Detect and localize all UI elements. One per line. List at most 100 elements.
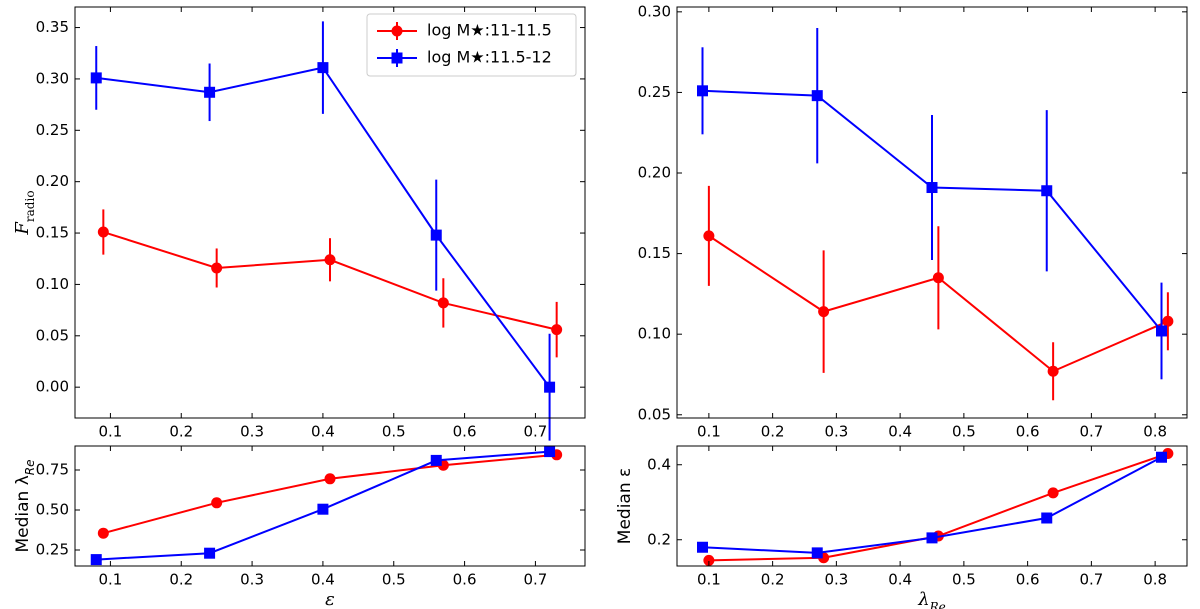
marker-square-4 (544, 446, 556, 458)
marker-circle-0 (703, 554, 715, 566)
x-tick-label: 0.1 (98, 571, 122, 589)
panel-top-left: 0.1 0.2 0.3 0.4 0.5 0.6 0.7 0.00 0.05 0.10 0.15 0.2… (12, 6, 586, 441)
marker-square-0 (697, 85, 708, 97)
axes-frame (74, 445, 586, 567)
x-tick-label: 0.4 (888, 423, 912, 441)
x-axis-label-subscript: Re (929, 600, 946, 609)
series-1 (697, 27, 1167, 380)
y-tick-label: 0.05 (638, 405, 671, 423)
x-tick-label: 0.2 (169, 571, 193, 589)
marker-circle-2 (324, 254, 336, 266)
y-tick-label: 0.25 (36, 541, 69, 559)
marker-circle-3 (437, 297, 449, 309)
x-axis-label: ε (325, 589, 335, 609)
y-tick-label: 0.05 (36, 326, 69, 344)
legend-frame (366, 13, 577, 77)
axes-frame (676, 445, 1188, 567)
series-1 (697, 451, 1167, 559)
marker-square-3 (430, 229, 442, 241)
marker-circle-1 (818, 306, 830, 318)
marker-square-2 (926, 532, 938, 544)
x-tick-label: 0.4 (311, 571, 335, 589)
marker-circle-4 (551, 324, 563, 336)
marker-square-2 (317, 62, 329, 74)
x-tick-label: 0.6 (453, 423, 477, 441)
series-line (708, 452, 1169, 562)
y-axis-label-subscript: radio (23, 190, 37, 222)
x-tick-label: 0.1 (697, 423, 721, 441)
y-tick-label: 0.35 (36, 18, 69, 36)
y-tick-label: 0.20 (36, 172, 69, 190)
legend-label: log M★:11-11.5 (427, 21, 552, 40)
marker-square-1 (811, 547, 823, 559)
marker-square-3 (1041, 185, 1053, 197)
x-tick-label: 0.8 (1143, 423, 1167, 441)
x-tick-label: 0.8 (1143, 571, 1167, 589)
legend-label: log M★:11.5-12 (427, 48, 552, 67)
series-0 (703, 185, 1174, 401)
axes-frame (676, 6, 1188, 419)
x-tick-label: 0.1 (697, 571, 721, 589)
x-tick-label: 0.1 (98, 423, 122, 441)
series-line (103, 453, 557, 535)
marker-circle-0 (97, 226, 109, 238)
marker-circle-0 (391, 25, 403, 37)
y-axis-label: Median ε (615, 468, 635, 544)
series-0 (97, 209, 563, 358)
marker-square-3 (430, 454, 442, 466)
marker-circle-0 (703, 230, 715, 242)
x-tick-label: 0.7 (1079, 571, 1103, 589)
marker-circle-3 (1047, 365, 1059, 377)
y-tick-label: 0.10 (638, 325, 671, 343)
series-line (96, 66, 551, 388)
marker-square-0 (697, 541, 708, 553)
x-tick-label: 0.5 (382, 571, 406, 589)
x-tick-label: 0.6 (453, 571, 477, 589)
marker-circle-3 (1047, 487, 1059, 499)
y-tick-label: 0.4 (647, 455, 671, 473)
marker-square-2 (926, 182, 938, 194)
x-tick-label: 0.2 (761, 423, 785, 441)
x-tick-label: 0.5 (952, 423, 976, 441)
marker-square-4 (544, 381, 556, 393)
x-tick-label: 0.6 (1016, 423, 1040, 441)
marker-square-4 (1156, 451, 1167, 463)
marker-circle-0 (97, 527, 109, 539)
x-tick-label: 0.3 (240, 423, 264, 441)
marker-square-3 (1041, 512, 1053, 524)
marker-square-1 (204, 86, 216, 98)
panel-bottom-right: 0.1 0.2 0.3 0.4 0.5 0.6 0.7 0.8 0.2 0.4 λRe Median … (615, 445, 1188, 609)
y-axis-label-subscript: Re (23, 459, 37, 475)
y-axis-label: Median λRe (13, 459, 37, 552)
marker-circle-1 (211, 497, 223, 509)
y-tick-label: 0.30 (638, 2, 671, 20)
x-axis-label: λRe (917, 589, 946, 609)
marker-square-1 (391, 52, 403, 64)
y-tick-label: 0.15 (36, 224, 69, 242)
x-tick-label: 0.6 (1016, 571, 1040, 589)
y-tick-label: 0.25 (638, 83, 671, 101)
x-tick-label: 0.2 (169, 423, 193, 441)
y-tick-label: 0.50 (36, 501, 69, 519)
marker-square-0 (90, 554, 102, 566)
marker-circle-2 (932, 272, 944, 284)
axes-frame (74, 6, 586, 419)
marker-square-1 (811, 90, 823, 102)
series-0 (97, 449, 563, 539)
x-tick-label: 0.4 (888, 571, 912, 589)
marker-circle-4 (1162, 315, 1174, 327)
y-tick-label: 0.20 (638, 164, 671, 182)
legend: log M★:11-11.5 log M★:11.5-12 (366, 13, 577, 77)
y-tick-label: 0.00 (36, 378, 69, 396)
y-tick-label: 0.10 (36, 275, 69, 293)
x-tick-label: 0.5 (952, 571, 976, 589)
y-tick-label: 0.75 (36, 461, 69, 479)
x-tick-label: 0.3 (824, 571, 848, 589)
series-0 (703, 448, 1174, 566)
y-tick-label: 0.25 (36, 121, 69, 139)
y-tick-label: 0.2 (647, 530, 671, 548)
x-tick-label: 0.2 (761, 571, 785, 589)
x-tick-label: 0.3 (824, 423, 848, 441)
y-axis-label: Fradio (12, 190, 37, 235)
